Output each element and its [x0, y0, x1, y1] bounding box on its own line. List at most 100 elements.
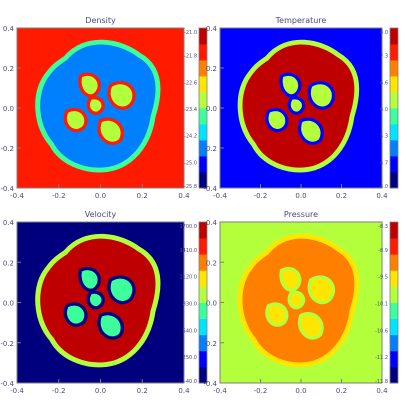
panel-density: Density -0.4 -0.2 0.0 0.2 0.4 -0.4 -0.2 0.0 0.2 0.…	[0, 16, 208, 200]
colorbar-frame	[198, 27, 208, 189]
colorbar-segment	[199, 76, 207, 93]
panel-title: Temperature	[275, 16, 327, 25]
colorbar-label: -8.3	[378, 224, 388, 230]
colorbar-label: 1700.0	[180, 224, 198, 230]
colorbar-label: -21.0	[184, 30, 197, 36]
colorbar-label: 830.0	[183, 302, 197, 308]
colorbar-label: 6.0	[380, 107, 388, 113]
colorbar-segment	[199, 318, 207, 336]
colorbar-label: 1410.0	[180, 248, 198, 254]
colorbar-label: -9.5	[378, 275, 388, 281]
colorbar-label: -25.0	[184, 160, 197, 166]
colorbar-label: 4.7	[380, 160, 388, 166]
x-tick-label: 0.4	[178, 387, 190, 395]
colorbar-label: -23.4	[184, 107, 197, 113]
blob-filament	[86, 96, 105, 115]
blob-filament	[279, 72, 302, 98]
colorbar-frame	[389, 27, 399, 189]
x-tick-label: 0.2	[137, 387, 148, 395]
colorbar: 1700.0 1410.0 1120.0 830.0 540.0 250.0 -40.0	[180, 221, 208, 385]
heatmap-image	[17, 222, 184, 383]
x-tick-label: -0.4	[10, 192, 24, 200]
y-tick-label: 0.2	[206, 65, 217, 73]
x-tick-label: 0.0	[295, 192, 306, 200]
colorbar-segment	[390, 366, 398, 384]
panel-title: Density	[85, 16, 116, 25]
blob-filament	[107, 81, 136, 110]
x-tick-label: -0.2	[52, 387, 66, 395]
colorbar-segment	[390, 140, 398, 157]
colorbar-segment	[390, 254, 398, 271]
colorbar-segment	[199, 302, 207, 319]
panel-temperature: Temperature -0.4 -0.2 0.0 0.2 0.4 -0.4 -0.2 0.0 0…	[203, 16, 399, 200]
blob-filament	[63, 108, 88, 133]
panel-velocity: Velocity -0.4 -0.2 0.0 0.2 0.4 -0.4 -0.2 0.0 0.2 0…	[0, 210, 208, 395]
colorbar-segment	[390, 302, 398, 319]
blob-filament	[279, 267, 302, 292]
x-tick-label: -0.4	[213, 192, 227, 200]
x-tick-label: 0.4	[376, 387, 388, 395]
blob-filament	[86, 290, 105, 310]
colorbar-segment	[390, 76, 398, 93]
colorbar-segment	[199, 334, 207, 352]
colorbar-segment	[199, 222, 207, 239]
x-tick-label: -0.2	[254, 387, 268, 395]
blob-filament	[78, 267, 101, 292]
colorbar-segment	[390, 28, 398, 45]
colorbar-segment	[199, 28, 207, 45]
y-tick-label: -0.4	[203, 185, 217, 193]
x-tick-label: -0.2	[52, 192, 66, 200]
blob-filament	[287, 96, 306, 115]
heatmap-image	[220, 222, 382, 383]
colorbar-segment	[390, 156, 398, 173]
panel-title: Velocity	[85, 210, 117, 219]
blob-filament	[297, 117, 324, 145]
blob-filament	[265, 302, 289, 327]
y-tick-label: -0.4	[0, 185, 14, 193]
colorbar-label: 7.3	[380, 54, 388, 60]
colorbar-segment	[199, 270, 207, 287]
x-tick-label: 0.2	[137, 192, 148, 200]
x-tick-label: 0.2	[336, 387, 347, 395]
x-tick-label: -0.4	[10, 387, 24, 395]
colorbar-segment	[390, 60, 398, 77]
colorbar-frame	[389, 221, 399, 384]
colorbar-segment	[199, 124, 207, 141]
colorbar-segment	[390, 124, 398, 141]
colorbar-segment	[199, 108, 207, 125]
colorbar-segment	[390, 92, 398, 109]
colorbar-segment	[199, 60, 207, 77]
colorbar: -21.0 -21.8 -22.6 -23.4 -24.2 -25.0 -25.8	[184, 27, 208, 190]
colorbar-segment	[390, 286, 398, 303]
colorbar-segment	[199, 44, 207, 61]
x-tick-label: 0.4	[376, 192, 388, 200]
colorbar-segment	[199, 156, 207, 173]
colorbar: -8.3 -8.9 -9.5 -10.1 -10.6 -11.2 -11.8	[375, 221, 399, 385]
colorbar-segment	[390, 350, 398, 368]
x-tick-label: 0.4	[178, 192, 190, 200]
y-tick-label: 0.0	[206, 300, 217, 308]
y-tick-label: 0.4	[3, 219, 15, 227]
colorbar-label: 540.0	[183, 328, 197, 334]
y-tick-label: 0.2	[3, 65, 14, 73]
blob-filament	[107, 275, 136, 305]
colorbar-label: -10.6	[375, 328, 388, 334]
x-tick-label: -0.4	[213, 387, 227, 395]
y-tick-label: -0.2	[203, 340, 217, 348]
y-tick-label: -0.2	[0, 145, 14, 153]
x-tick-label: 0.2	[336, 192, 347, 200]
blob-filament	[287, 290, 306, 310]
blob-filament	[97, 117, 124, 145]
colorbar-segment	[390, 238, 398, 255]
y-tick-label: 0.0	[206, 105, 217, 113]
colorbar-label: -10.1	[375, 302, 388, 308]
blob-filament	[307, 275, 336, 305]
colorbar-label: 8.0	[380, 30, 388, 36]
colorbar-segment	[199, 350, 207, 368]
y-tick-label: 0.4	[206, 25, 218, 33]
y-tick-label: -0.2	[203, 145, 217, 153]
colorbar-label: 250.0	[183, 355, 197, 361]
colorbar-segment	[199, 366, 207, 384]
panel-pressure: Pressure -0.4 -0.2 0.0 0.2 0.4 -0.4 -0.2 0.0 0.2 0…	[203, 210, 399, 395]
